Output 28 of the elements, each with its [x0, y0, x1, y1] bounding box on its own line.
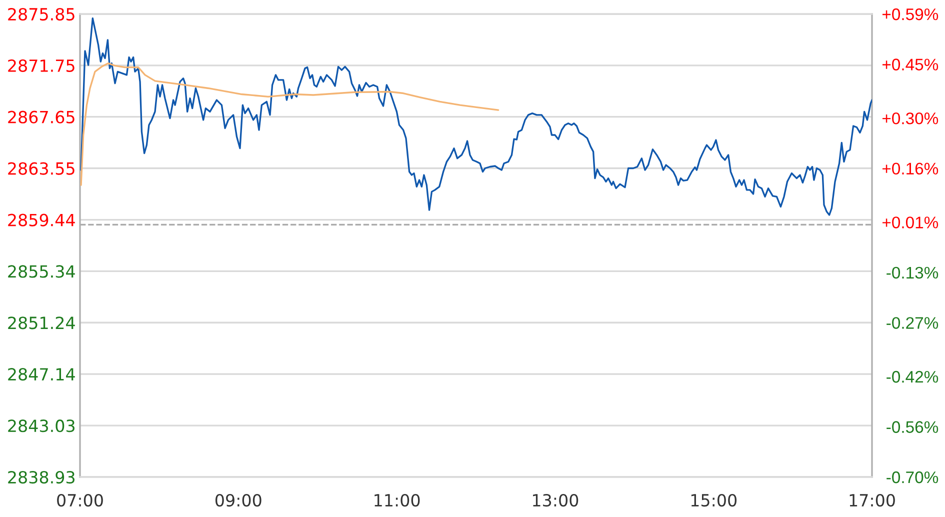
y2-tick-label: -0.56%: [886, 421, 938, 433]
y-tick-label: 2855.34: [8, 265, 75, 278]
y2-tick-label: -0.70%: [886, 471, 938, 484]
y2-tick-label: +0.01%: [882, 216, 938, 228]
y-tick-label: 2838.93: [8, 470, 74, 484]
x-tick-label: 17:00: [850, 494, 895, 507]
y2-tick-label: -0.27%: [886, 317, 938, 329]
line-series: [80, 17, 872, 216]
y-tick-label: 2867.65: [8, 110, 74, 124]
x-tick-label: 15:00: [691, 494, 737, 507]
x-tick-label: 09:00: [215, 494, 262, 507]
y2-tick-label: +0.16%: [882, 162, 938, 175]
y2-tick-label: -0.13%: [886, 266, 938, 279]
y-tick-label: 2859.44: [8, 214, 75, 226]
y-tick-label: 2851.24: [8, 316, 75, 330]
y-tick-label: 2843.03: [8, 420, 74, 432]
y-tick-label: 2847.14: [8, 368, 75, 381]
y-tick-label: 2875.85: [8, 8, 74, 21]
y-tick-label: 2871.75: [8, 59, 74, 72]
y2-tick-label: +0.30%: [882, 112, 938, 124]
y2-tick-label: +0.59%: [882, 8, 938, 20]
y-tick-label: 2863.55: [8, 162, 74, 175]
x-tick-label: 07:00: [57, 494, 103, 507]
y2-tick-label: -0.42%: [886, 370, 938, 383]
x-tick-label: 13:00: [533, 494, 578, 507]
line-series: [80, 62, 500, 186]
y2-tick-label: +0.45%: [882, 58, 938, 70]
x-tick-label: 11:00: [374, 494, 420, 507]
